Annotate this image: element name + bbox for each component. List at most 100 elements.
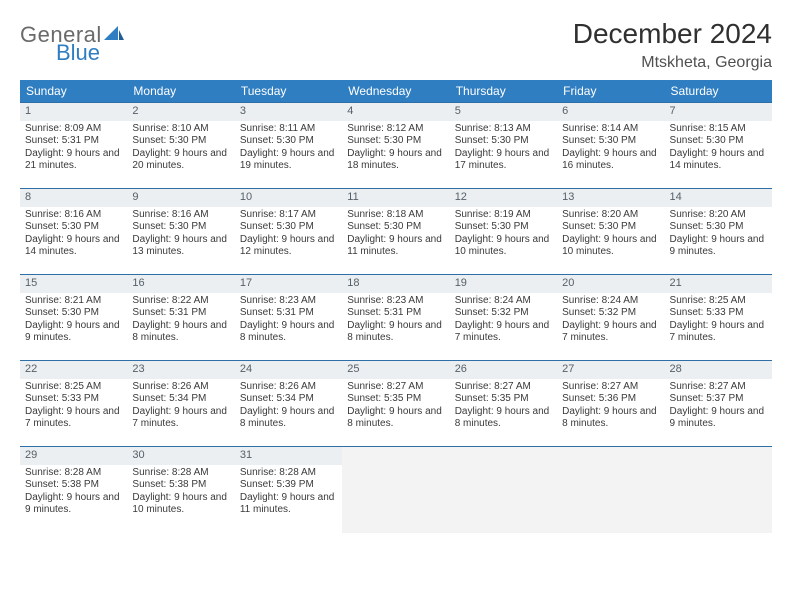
day-number: 8 xyxy=(20,189,127,207)
day-number: 18 xyxy=(342,275,449,293)
day-number: 28 xyxy=(665,361,772,379)
calendar-cell: 15Sunrise: 8:21 AMSunset: 5:30 PMDayligh… xyxy=(20,275,127,361)
sunrise-text: Sunrise: 8:26 AM xyxy=(240,381,337,394)
sunset-text: Sunset: 5:35 PM xyxy=(455,393,552,406)
calendar-cell: 28Sunrise: 8:27 AMSunset: 5:37 PMDayligh… xyxy=(665,361,772,447)
sunset-text: Sunset: 5:33 PM xyxy=(25,393,122,406)
weekday-header: Sunday xyxy=(20,80,127,103)
daylight-text: Daylight: 9 hours and 14 minutes. xyxy=(25,234,122,259)
day-number: 31 xyxy=(235,447,342,465)
calendar-cell: 24Sunrise: 8:26 AMSunset: 5:34 PMDayligh… xyxy=(235,361,342,447)
day-info: Sunrise: 8:17 AMSunset: 5:30 PMDaylight:… xyxy=(235,207,342,263)
page-subtitle: Mtskheta, Georgia xyxy=(573,54,772,72)
calendar-cell: 25Sunrise: 8:27 AMSunset: 5:35 PMDayligh… xyxy=(342,361,449,447)
calendar-row: 29Sunrise: 8:28 AMSunset: 5:38 PMDayligh… xyxy=(20,447,772,533)
sunset-text: Sunset: 5:34 PM xyxy=(132,393,229,406)
daylight-text: Daylight: 9 hours and 8 minutes. xyxy=(347,320,444,345)
sunset-text: Sunset: 5:30 PM xyxy=(562,221,659,234)
day-number: 13 xyxy=(557,189,664,207)
day-info: Sunrise: 8:23 AMSunset: 5:31 PMDaylight:… xyxy=(235,293,342,349)
calendar-cell: 22Sunrise: 8:25 AMSunset: 5:33 PMDayligh… xyxy=(20,361,127,447)
calendar-cell: 31Sunrise: 8:28 AMSunset: 5:39 PMDayligh… xyxy=(235,447,342,533)
page-title: December 2024 xyxy=(573,18,772,50)
daylight-text: Daylight: 9 hours and 10 minutes. xyxy=(132,492,229,517)
day-info: Sunrise: 8:21 AMSunset: 5:30 PMDaylight:… xyxy=(20,293,127,349)
calendar-cell xyxy=(342,447,449,533)
daylight-text: Daylight: 9 hours and 7 minutes. xyxy=(455,320,552,345)
calendar-cell: 23Sunrise: 8:26 AMSunset: 5:34 PMDayligh… xyxy=(127,361,234,447)
sunrise-text: Sunrise: 8:14 AM xyxy=(562,123,659,136)
day-info: Sunrise: 8:16 AMSunset: 5:30 PMDaylight:… xyxy=(20,207,127,263)
weekday-header: Tuesday xyxy=(235,80,342,103)
calendar-cell: 2Sunrise: 8:10 AMSunset: 5:30 PMDaylight… xyxy=(127,103,234,189)
sunset-text: Sunset: 5:30 PM xyxy=(670,221,767,234)
sunset-text: Sunset: 5:31 PM xyxy=(347,307,444,320)
sunrise-text: Sunrise: 8:10 AM xyxy=(132,123,229,136)
sunset-text: Sunset: 5:30 PM xyxy=(240,135,337,148)
day-number: 29 xyxy=(20,447,127,465)
day-number: 14 xyxy=(665,189,772,207)
calendar-cell: 29Sunrise: 8:28 AMSunset: 5:38 PMDayligh… xyxy=(20,447,127,533)
sunrise-text: Sunrise: 8:26 AM xyxy=(132,381,229,394)
daylight-text: Daylight: 9 hours and 18 minutes. xyxy=(347,148,444,173)
sunrise-text: Sunrise: 8:18 AM xyxy=(347,209,444,222)
calendar-cell: 21Sunrise: 8:25 AMSunset: 5:33 PMDayligh… xyxy=(665,275,772,361)
day-number: 9 xyxy=(127,189,234,207)
day-info: Sunrise: 8:27 AMSunset: 5:36 PMDaylight:… xyxy=(557,379,664,435)
calendar-cell: 18Sunrise: 8:23 AMSunset: 5:31 PMDayligh… xyxy=(342,275,449,361)
sunrise-text: Sunrise: 8:11 AM xyxy=(240,123,337,136)
daylight-text: Daylight: 9 hours and 11 minutes. xyxy=(240,492,337,517)
day-number: 15 xyxy=(20,275,127,293)
day-number: 22 xyxy=(20,361,127,379)
calendar-cell: 30Sunrise: 8:28 AMSunset: 5:38 PMDayligh… xyxy=(127,447,234,533)
calendar-cell: 1Sunrise: 8:09 AMSunset: 5:31 PMDaylight… xyxy=(20,103,127,189)
calendar-cell xyxy=(450,447,557,533)
sunrise-text: Sunrise: 8:28 AM xyxy=(132,467,229,480)
day-info: Sunrise: 8:22 AMSunset: 5:31 PMDaylight:… xyxy=(127,293,234,349)
sunset-text: Sunset: 5:32 PM xyxy=(455,307,552,320)
day-info: Sunrise: 8:20 AMSunset: 5:30 PMDaylight:… xyxy=(665,207,772,263)
weekday-header-row: Sunday Monday Tuesday Wednesday Thursday… xyxy=(20,80,772,103)
sunrise-text: Sunrise: 8:27 AM xyxy=(670,381,767,394)
sunset-text: Sunset: 5:30 PM xyxy=(132,135,229,148)
day-number: 6 xyxy=(557,103,664,121)
daylight-text: Daylight: 9 hours and 12 minutes. xyxy=(240,234,337,259)
sunrise-text: Sunrise: 8:12 AM xyxy=(347,123,444,136)
day-number: 20 xyxy=(557,275,664,293)
logo-word-2: Blue xyxy=(20,42,124,64)
sunset-text: Sunset: 5:30 PM xyxy=(455,135,552,148)
sunrise-text: Sunrise: 8:28 AM xyxy=(25,467,122,480)
day-number: 17 xyxy=(235,275,342,293)
day-number: 19 xyxy=(450,275,557,293)
sunrise-text: Sunrise: 8:22 AM xyxy=(132,295,229,308)
logo: General Blue xyxy=(20,18,124,64)
sunrise-text: Sunrise: 8:25 AM xyxy=(670,295,767,308)
day-info: Sunrise: 8:28 AMSunset: 5:38 PMDaylight:… xyxy=(127,465,234,521)
day-info: Sunrise: 8:12 AMSunset: 5:30 PMDaylight:… xyxy=(342,121,449,177)
day-number: 1 xyxy=(20,103,127,121)
day-number: 11 xyxy=(342,189,449,207)
calendar-cell: 10Sunrise: 8:17 AMSunset: 5:30 PMDayligh… xyxy=(235,189,342,275)
sunset-text: Sunset: 5:38 PM xyxy=(132,479,229,492)
day-info: Sunrise: 8:25 AMSunset: 5:33 PMDaylight:… xyxy=(665,293,772,349)
sunset-text: Sunset: 5:39 PM xyxy=(240,479,337,492)
daylight-text: Daylight: 9 hours and 21 minutes. xyxy=(25,148,122,173)
sunset-text: Sunset: 5:30 PM xyxy=(562,135,659,148)
sunrise-text: Sunrise: 8:17 AM xyxy=(240,209,337,222)
day-info: Sunrise: 8:25 AMSunset: 5:33 PMDaylight:… xyxy=(20,379,127,435)
day-info: Sunrise: 8:28 AMSunset: 5:38 PMDaylight:… xyxy=(20,465,127,521)
calendar-cell: 27Sunrise: 8:27 AMSunset: 5:36 PMDayligh… xyxy=(557,361,664,447)
day-number: 7 xyxy=(665,103,772,121)
calendar-table: Sunday Monday Tuesday Wednesday Thursday… xyxy=(20,80,772,533)
day-number: 26 xyxy=(450,361,557,379)
day-number: 25 xyxy=(342,361,449,379)
calendar-cell: 26Sunrise: 8:27 AMSunset: 5:35 PMDayligh… xyxy=(450,361,557,447)
daylight-text: Daylight: 9 hours and 8 minutes. xyxy=(240,406,337,431)
calendar-row: 1Sunrise: 8:09 AMSunset: 5:31 PMDaylight… xyxy=(20,103,772,189)
daylight-text: Daylight: 9 hours and 14 minutes. xyxy=(670,148,767,173)
sunset-text: Sunset: 5:38 PM xyxy=(25,479,122,492)
day-number: 10 xyxy=(235,189,342,207)
daylight-text: Daylight: 9 hours and 10 minutes. xyxy=(562,234,659,259)
daylight-text: Daylight: 9 hours and 8 minutes. xyxy=(132,320,229,345)
weekday-header: Saturday xyxy=(665,80,772,103)
